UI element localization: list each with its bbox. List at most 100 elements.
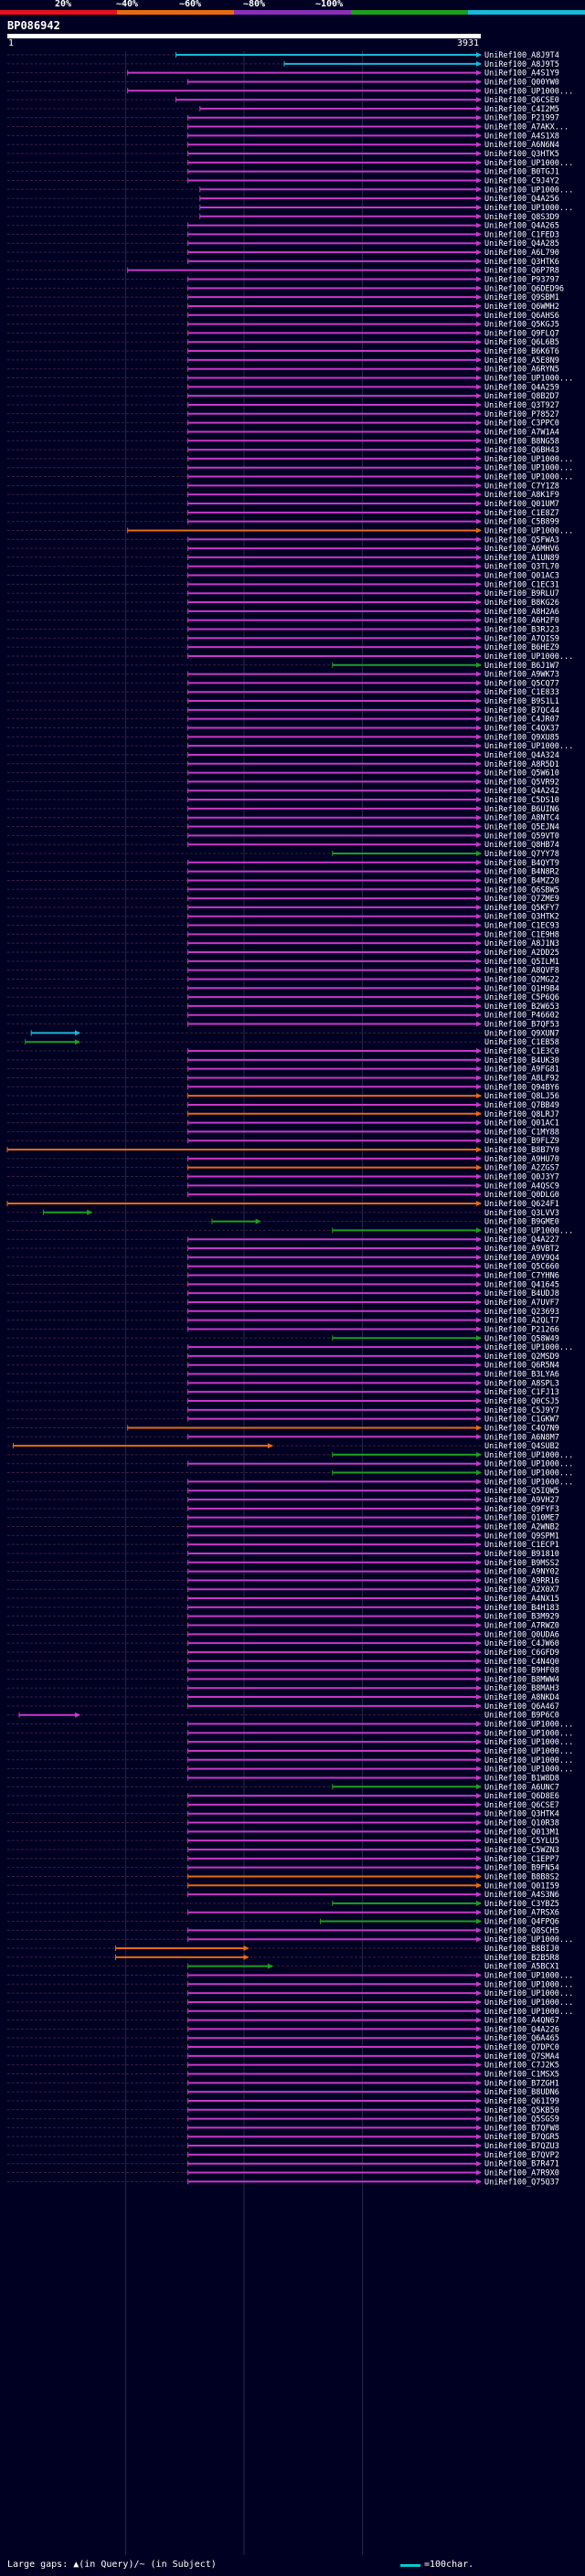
hit-label[interactable]: UniRef100_UP1000... <box>484 1460 573 1469</box>
hit-label[interactable]: UniRef100_B2W653 <box>484 1002 559 1012</box>
hit-label[interactable]: UniRef100_A6UNC7 <box>484 1783 559 1792</box>
hit-label[interactable]: UniRef100_C4JR07 <box>484 716 559 725</box>
hit-label[interactable]: UniRef100_A8NKD4 <box>484 1693 559 1702</box>
hit-label[interactable]: UniRef100_A4QSC9 <box>484 1182 559 1191</box>
hit-label[interactable]: UniRef100_UP1000... <box>484 1721 573 1730</box>
hit-label[interactable]: UniRef100_A2ZGS7 <box>484 1164 559 1173</box>
hit-label[interactable]: UniRef100_UP1000... <box>484 1451 573 1460</box>
hit-label[interactable]: UniRef100_A8NTC4 <box>484 814 559 823</box>
hit-label[interactable]: UniRef100_A7QIS9 <box>484 634 559 643</box>
hit-label[interactable]: UniRef100_Q4A242 <box>484 787 559 796</box>
hit-label[interactable]: UniRef100_B4H183 <box>484 1604 559 1613</box>
hit-label[interactable]: UniRef100_C6GFD9 <box>484 1648 559 1658</box>
hit-label[interactable]: UniRef100_Q01I59 <box>484 1882 559 1891</box>
hit-label[interactable]: UniRef100_Q6R5N4 <box>484 1362 559 1371</box>
hit-label[interactable]: UniRef100_C5J9Y7 <box>484 1406 559 1415</box>
hit-label[interactable]: UniRef100_UP1000... <box>484 1756 573 1765</box>
hit-label[interactable]: UniRef100_P78527 <box>484 410 559 419</box>
hit-label[interactable]: UniRef100_B9FN54 <box>484 1864 559 1873</box>
hit-label[interactable]: UniRef100_Q6AHS6 <box>484 312 559 321</box>
hit-label[interactable]: UniRef100_A5E8N9 <box>484 356 559 366</box>
hit-label[interactable]: UniRef100_UP1000... <box>484 1343 573 1352</box>
hit-label[interactable]: UniRef100_B4QYT9 <box>484 859 559 868</box>
hit-label[interactable]: UniRef100_B9HF08 <box>484 1667 559 1676</box>
hit-label[interactable]: UniRef100_Q8LJ56 <box>484 1092 559 1101</box>
hit-label[interactable]: UniRef100_A7R9X0 <box>484 2169 559 2178</box>
hit-label[interactable]: UniRef100_A2QLT7 <box>484 1317 559 1326</box>
hit-label[interactable]: UniRef100_UP1000... <box>484 1765 573 1775</box>
hit-label[interactable]: UniRef100_Q58W49 <box>484 1334 559 1343</box>
hit-label[interactable]: UniRef100_Q9FLQ7 <box>484 329 559 338</box>
hit-label[interactable]: UniRef100_C1FED3 <box>484 230 559 239</box>
hit-label[interactable]: UniRef100_A8LF92 <box>484 1074 559 1083</box>
hit-label[interactable]: UniRef100_C5P6Q6 <box>484 993 559 1002</box>
hit-label[interactable]: UniRef100_UP1000... <box>484 2008 573 2017</box>
hit-label[interactable]: UniRef100_UP1000... <box>484 1935 573 1945</box>
hit-label[interactable]: UniRef100_C5DS10 <box>484 796 559 805</box>
hit-label[interactable]: UniRef100_C4JW60 <box>484 1639 559 1648</box>
hit-label[interactable]: UniRef100_Q0J3Y7 <box>484 1173 559 1182</box>
hit-label[interactable]: UniRef100_UP1000... <box>484 375 573 384</box>
hit-label[interactable]: UniRef100_Q9FYF3 <box>484 1505 559 1514</box>
hit-label[interactable]: UniRef100_Q5C660 <box>484 1263 559 1272</box>
hit-label[interactable]: UniRef100_B8MAH3 <box>484 1684 559 1693</box>
hit-label[interactable]: UniRef100_Q3HTK5 <box>484 150 559 159</box>
hit-label[interactable]: UniRef100_A4NX15 <box>484 1595 559 1604</box>
hit-label[interactable]: UniRef100_Q4FPQ6 <box>484 1918 559 1927</box>
hit-label[interactable]: UniRef100_Q0DLG0 <box>484 1191 559 1200</box>
hit-label[interactable]: UniRef100_A8H2A6 <box>484 608 559 617</box>
hit-label[interactable]: UniRef100_Q3HTK2 <box>484 913 559 922</box>
hit-label[interactable]: UniRef100_UP1000... <box>484 204 573 213</box>
hit-label[interactable]: UniRef100_Q7BB49 <box>484 1101 559 1110</box>
hit-label[interactable]: UniRef100_Q6BH43 <box>484 446 559 455</box>
hit-label[interactable]: UniRef100_Q9SBM1 <box>484 293 559 302</box>
hit-label[interactable]: UniRef100_C1EC93 <box>484 922 559 931</box>
hit-label[interactable]: UniRef100_B7R471 <box>484 2160 559 2169</box>
hit-label[interactable]: UniRef100_Q5SGS9 <box>484 2115 559 2125</box>
hit-label[interactable]: UniRef100_Q7YY78 <box>484 850 559 859</box>
hit-label[interactable]: UniRef100_A4S1X8 <box>484 132 559 141</box>
hit-label[interactable]: UniRef100_Q6DED96 <box>484 284 564 293</box>
hit-label[interactable]: UniRef100_C1E9H8 <box>484 930 559 939</box>
hit-label[interactable]: UniRef100_UP1000... <box>484 1226 573 1235</box>
hit-label[interactable]: UniRef100_Q6A467 <box>484 1702 559 1712</box>
hit-label[interactable]: UniRef100_B9MSS2 <box>484 1559 559 1568</box>
hit-label[interactable]: UniRef100_Q3LVV3 <box>484 1209 559 1218</box>
hit-label[interactable]: UniRef100_Q5EJN4 <box>484 823 559 832</box>
hit-label[interactable]: UniRef100_A8R5D1 <box>484 760 559 769</box>
hit-label[interactable]: UniRef100_Q8SCH5 <box>484 1926 559 1935</box>
hit-label[interactable]: UniRef100_B7QZU3 <box>484 2142 559 2151</box>
hit-label[interactable]: UniRef100_C1MSX5 <box>484 2071 559 2080</box>
hit-label[interactable]: UniRef100_A8K1F9 <box>484 491 559 500</box>
hit-label[interactable]: UniRef100_C1E3C0 <box>484 1047 559 1056</box>
hit-label[interactable]: UniRef100_A6N6N4 <box>484 141 559 150</box>
hit-label[interactable]: UniRef100_Q10ME7 <box>484 1514 559 1523</box>
hit-label[interactable]: UniRef100_C4N4Q0 <box>484 1658 559 1667</box>
hit-label[interactable]: UniRef100_A7W1A4 <box>484 428 559 437</box>
hit-label[interactable]: UniRef100_UP1000... <box>484 87 573 96</box>
hit-label[interactable]: UniRef100_C4QX37 <box>484 725 559 734</box>
hit-label[interactable]: UniRef100_C1EB58 <box>484 1038 559 1047</box>
hit-label[interactable]: UniRef100_Q59VT0 <box>484 832 559 841</box>
hit-label[interactable]: UniRef100_B8B7Y0 <box>484 1146 559 1155</box>
hit-label[interactable]: UniRef100_C1MY88 <box>484 1128 559 1137</box>
hit-label[interactable]: UniRef100_C1GKW7 <box>484 1415 559 1425</box>
hit-label[interactable]: UniRef100_A5BCX1 <box>484 1963 559 1972</box>
hit-label[interactable]: UniRef100_UP1000... <box>484 1469 573 1479</box>
hit-label[interactable]: UniRef100_B4UDJ8 <box>484 1289 559 1299</box>
hit-label[interactable]: UniRef100_Q1H9B4 <box>484 984 559 993</box>
hit-label[interactable]: UniRef100_B6J1W7 <box>484 662 559 671</box>
hit-label[interactable]: UniRef100_UP1000... <box>484 1738 573 1747</box>
hit-label[interactable]: UniRef100_A4S1Y9 <box>484 69 559 79</box>
hit-label[interactable]: UniRef100_C3YBZ5 <box>484 1900 559 1909</box>
hit-label[interactable]: UniRef100_Q5KFY7 <box>484 904 559 913</box>
hit-label[interactable]: UniRef100_UP1000... <box>484 652 573 662</box>
hit-label[interactable]: UniRef100_Q4A256 <box>484 195 559 204</box>
hit-label[interactable]: UniRef100_A9RR16 <box>484 1576 559 1585</box>
hit-label[interactable]: UniRef100_Q5KB50 <box>484 2106 559 2115</box>
hit-label[interactable]: UniRef100_Q61I99 <box>484 2097 559 2106</box>
hit-label[interactable]: UniRef100_Q00YW0 <box>484 78 559 87</box>
hit-label[interactable]: UniRef100_UP1000... <box>484 159 573 168</box>
hit-label[interactable]: UniRef100_C9J4Y2 <box>484 176 559 186</box>
hit-label[interactable]: UniRef100_A1UN89 <box>484 554 559 563</box>
